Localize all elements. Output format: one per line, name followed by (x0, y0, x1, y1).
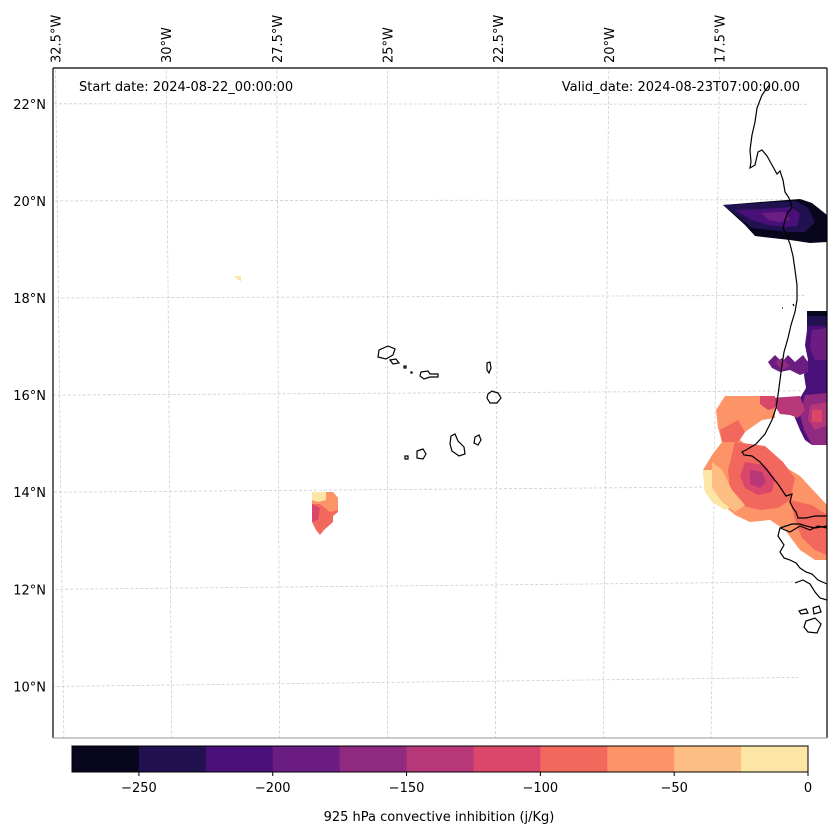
colorbar-tick-label: −50 (660, 781, 687, 796)
coastline-africa (741, 83, 827, 519)
colorbar-segment (406, 746, 474, 772)
longitude-tick-label: 17.5°W (713, 15, 728, 63)
island-brava (404, 455, 409, 460)
longitude-tick-label: 22.5°W (492, 15, 507, 63)
island-maio (473, 434, 482, 446)
longitude-tick-label: 27.5°W (271, 15, 286, 63)
meridian-line (494, 68, 499, 738)
contour-speck (234, 276, 241, 282)
colorbar-segment (339, 746, 408, 772)
parallel-line (53, 677, 799, 687)
parallel-line (53, 581, 800, 590)
colorbar-tick-label: −100 (523, 781, 559, 796)
longitude-tick-labels: 32.5°W 30°W 27.5°W 25°W 22.5°W 20°W 17.5°W (50, 15, 729, 63)
meridian-line (55, 68, 65, 738)
latitude-tick-label: 14°N (13, 486, 46, 501)
island-sao-nicolau (419, 370, 439, 380)
island-santiago (449, 433, 466, 457)
coastline-southern (777, 523, 827, 585)
colorbar-segment (473, 746, 541, 772)
valid-date-label: Valid_date: 2024-08-23T07:00:00.00 (562, 80, 800, 95)
parallel-line (53, 485, 802, 493)
contour-coast-patch (703, 396, 827, 560)
latitude-tick-label: 18°N (13, 292, 46, 307)
colorbar-segment (741, 746, 809, 772)
colorbar-tick-label: 0 (804, 781, 812, 796)
island-boa-vista (486, 390, 502, 404)
colorbar-segment (138, 746, 207, 772)
bijagos-islands (798, 605, 822, 634)
island-santa-luzia (403, 365, 413, 374)
island-fogo (416, 448, 427, 460)
meridian-line (276, 68, 281, 738)
parallel-line (53, 294, 805, 299)
parallel-line (53, 199, 806, 202)
parallel-line (53, 390, 803, 396)
longitude-tick-label: 30°W (160, 27, 175, 63)
coastline-guinea-bissau (794, 579, 827, 601)
contour-north-band (723, 199, 827, 243)
colorbar-segment (72, 746, 140, 772)
latitude-tick-label: 16°N (13, 389, 46, 404)
colorbar-tick-label: −250 (121, 781, 157, 796)
colorbar: −250 −200 −150 −100 −50 0 (71, 745, 812, 796)
colorbar-segment (607, 746, 675, 772)
longitude-tick-label: 32.5°W (50, 15, 65, 63)
colorbar-tick-label: −150 (389, 781, 425, 796)
island-santo-antao (377, 345, 396, 360)
coastline-gambia-river (779, 525, 827, 533)
longitude-tick-label: 20°W (603, 27, 618, 63)
latitude-tick-labels: 22°N 20°N 18°N 16°N 14°N 12°N 10°N (13, 98, 46, 696)
colorbar-segment (540, 746, 608, 772)
longitude-tick-label: 25°W (382, 27, 397, 63)
latitude-tick-label: 10°N (13, 680, 46, 695)
colorbar-segment (205, 746, 274, 772)
latitude-tick-label: 12°N (13, 583, 46, 598)
graticule (53, 68, 808, 738)
meridian-line (165, 68, 173, 738)
colorbar-segment (272, 746, 341, 772)
colorbar-label: 925 hPa convective inhibition (j/Kg) (324, 810, 555, 825)
contour-interior-patch (768, 311, 827, 445)
map-background (53, 68, 827, 738)
contour-offshore-patch (312, 492, 338, 535)
meridian-line (602, 68, 610, 738)
latitude-tick-label: 22°N (13, 98, 46, 113)
start-date-label: Start date: 2024-08-22_00:00:00 (79, 80, 293, 95)
colorbar-frame (71, 745, 809, 773)
contour-fills (234, 199, 827, 560)
colorbar-tick-label: −200 (255, 781, 291, 796)
island-sal (486, 361, 492, 375)
colorbar-segment (674, 746, 742, 772)
coastlines (377, 83, 827, 634)
latitude-tick-label: 20°N (13, 195, 46, 210)
meridian-line (710, 68, 720, 738)
island-sao-vicente (388, 358, 401, 365)
small-offshore-specks (782, 303, 795, 309)
